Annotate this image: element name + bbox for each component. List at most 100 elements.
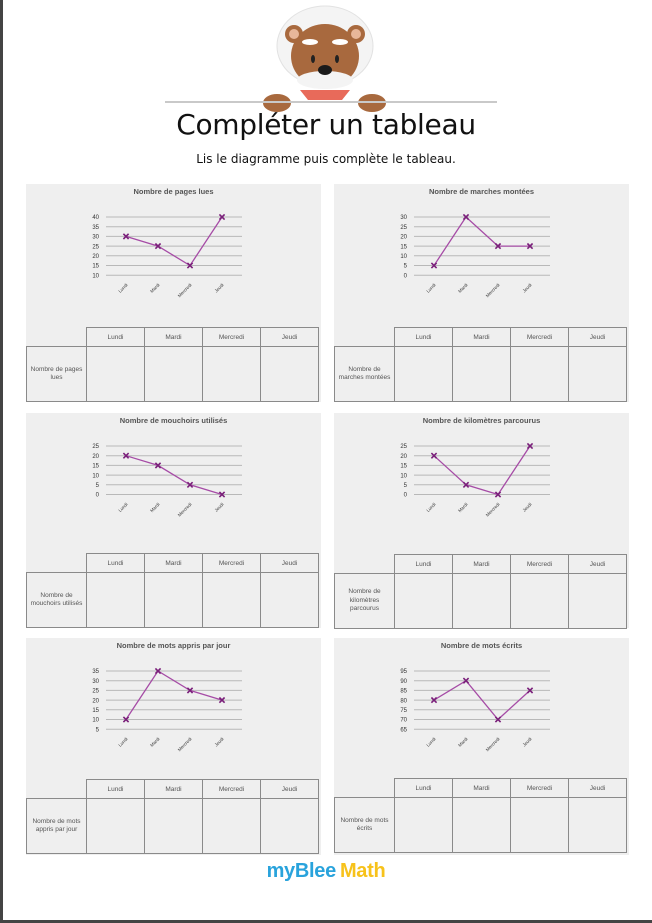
y-tick-label: 15 — [400, 244, 407, 250]
chart-title: Nombre de mouchoirs utilisés — [119, 416, 228, 425]
page-border-bottom — [0, 920, 652, 923]
x-marker-icon — [430, 262, 438, 269]
table-row-label: Nombre de marches montées — [334, 346, 395, 402]
x-tick-label: Jeudi — [522, 282, 533, 293]
x-tick-label: Mardi — [149, 502, 161, 514]
x-marker-icon — [494, 491, 502, 498]
answer-cell-mercredi[interactable] — [510, 346, 569, 402]
y-tick-label: 95 — [400, 669, 407, 675]
answer-cell-mardi[interactable] — [452, 797, 511, 853]
y-tick-label: 20 — [92, 454, 99, 460]
x-tick-label: Jeudi — [214, 282, 225, 293]
chart-title: Nombre de mots appris par jour — [116, 641, 231, 650]
answer-cell-mercredi[interactable] — [202, 346, 261, 402]
answer-cell-jeudi[interactable] — [568, 797, 627, 853]
answer-table: Lundi Mardi Mercredi Jeudi Nombre de mouchoi… — [26, 553, 319, 628]
answer-cell-jeudi[interactable] — [260, 798, 319, 854]
x-tick-label: Lundi — [117, 502, 128, 513]
data-line — [125, 455, 223, 496]
x-tick-label: Jeudi — [214, 502, 225, 513]
exercise-panel-1: Nombre de pages lues 10 15 20 25 30 35 40 Lundi M… — [26, 184, 321, 402]
answer-cell-lundi[interactable] — [394, 797, 453, 853]
x-marker-icon — [494, 242, 502, 250]
logo-part-math: Math — [339, 860, 386, 882]
x-marker-icon — [186, 687, 194, 694]
table-header-cell: Lundi — [86, 553, 145, 573]
answer-cell-mardi[interactable] — [144, 572, 203, 628]
y-tick-label: 25 — [92, 689, 99, 695]
answer-cell-mercredi[interactable] — [510, 797, 569, 853]
line-chart: 0 5 10 15 20 25 Lundi Mardi Mercredi Jeudi — [92, 444, 242, 518]
y-tick-label: 35 — [92, 225, 99, 231]
table-header-cell: Mardi — [144, 327, 203, 347]
table-header-cell: Lundi — [86, 779, 145, 799]
bear-mascot-icon — [263, 5, 386, 112]
x-marker-icon — [462, 213, 470, 221]
x-tick-label: Mercredi — [485, 736, 501, 752]
answer-cell-lundi[interactable] — [86, 346, 145, 402]
answer-cell-mardi[interactable] — [452, 346, 511, 402]
x-marker-icon — [122, 452, 130, 459]
x-marker-icon — [430, 696, 438, 704]
y-tick-label: 35 — [92, 669, 99, 675]
y-tick-label: 20 — [92, 254, 99, 260]
y-tick-label: 20 — [400, 454, 407, 460]
y-tick-label: 5 — [404, 264, 408, 270]
y-tick-label: 65 — [400, 727, 407, 733]
table-header-cell: Lundi — [86, 327, 145, 347]
chart-title: Nombre de pages lues — [133, 187, 214, 196]
x-marker-icon — [430, 452, 438, 459]
answer-cell-lundi[interactable] — [86, 798, 145, 854]
answer-cell-mardi[interactable] — [144, 346, 203, 402]
page-border-left — [0, 0, 3, 923]
exercise-panel-5: Nombre de mots appris par jour 5 10 15 20 25 3… — [26, 638, 321, 855]
y-tick-label: 5 — [96, 727, 100, 733]
x-tick-label: Mardi — [457, 502, 469, 514]
answer-cell-mardi[interactable] — [452, 573, 511, 629]
answer-cell-jeudi[interactable] — [568, 573, 627, 629]
y-tick-label: 5 — [96, 483, 100, 489]
y-tick-label: 10 — [92, 473, 99, 479]
answer-table: Lundi Mardi Mercredi Jeudi Nombre de mots ap… — [26, 779, 319, 854]
table-header-cell: Mercredi — [202, 779, 261, 799]
answer-cell-jeudi[interactable] — [260, 572, 319, 628]
x-marker-icon — [186, 481, 194, 488]
answer-cell-mardi[interactable] — [144, 798, 203, 854]
y-tick-label: 75 — [400, 708, 407, 714]
x-tick-label: Jeudi — [214, 736, 225, 747]
exercise-panel-2: Nombre de marches montées 0 5 10 15 20 25 30 Lun… — [334, 184, 629, 402]
answer-cell-lundi[interactable] — [394, 346, 453, 402]
table-header-cell: Jeudi — [568, 778, 627, 798]
x-marker-icon — [154, 667, 162, 675]
answer-cell-lundi[interactable] — [86, 572, 145, 628]
answer-cell-jeudi[interactable] — [568, 346, 627, 402]
line-chart: 0 5 10 15 20 25 Lundi Mardi Mercredi Jeudi — [400, 442, 550, 518]
x-tick-label: Lundi — [425, 282, 436, 293]
table-header-cell: Jeudi — [568, 327, 627, 347]
answer-cell-mercredi[interactable] — [510, 573, 569, 629]
answer-cell-mercredi[interactable] — [202, 798, 261, 854]
table-header-cell: Mardi — [144, 779, 203, 799]
answer-cell-mercredi[interactable] — [202, 572, 261, 628]
y-tick-label: 0 — [96, 493, 100, 499]
x-tick-label: Lundi — [117, 282, 128, 293]
y-tick-label: 10 — [92, 273, 99, 279]
logo-part-myblee: myBlee — [266, 860, 337, 882]
line-chart: 0 5 10 15 20 25 30 Lundi Mardi Mercredi Jeudi — [400, 213, 550, 298]
x-tick-label: Jeudi — [522, 736, 533, 747]
x-marker-icon — [462, 677, 470, 684]
table-row-label: Nombre de kilomètres parcourus — [334, 573, 395, 629]
answer-table: Lundi Mardi Mercredi Jeudi Nombre de pages l… — [26, 327, 319, 402]
table-header-cell: Mercredi — [202, 327, 261, 347]
x-marker-icon — [218, 491, 226, 498]
data-line — [125, 670, 223, 720]
x-tick-label: Lundi — [117, 736, 128, 747]
answer-cell-jeudi[interactable] — [260, 346, 319, 402]
table-header-cell: Lundi — [394, 554, 453, 574]
y-tick-label: 80 — [400, 698, 407, 704]
y-tick-label: 85 — [400, 689, 407, 695]
table-row-label: Nombre de pages lues — [26, 346, 87, 402]
y-tick-label: 0 — [404, 273, 408, 279]
answer-cell-lundi[interactable] — [394, 573, 453, 629]
x-tick-label: Mercredi — [485, 282, 501, 298]
